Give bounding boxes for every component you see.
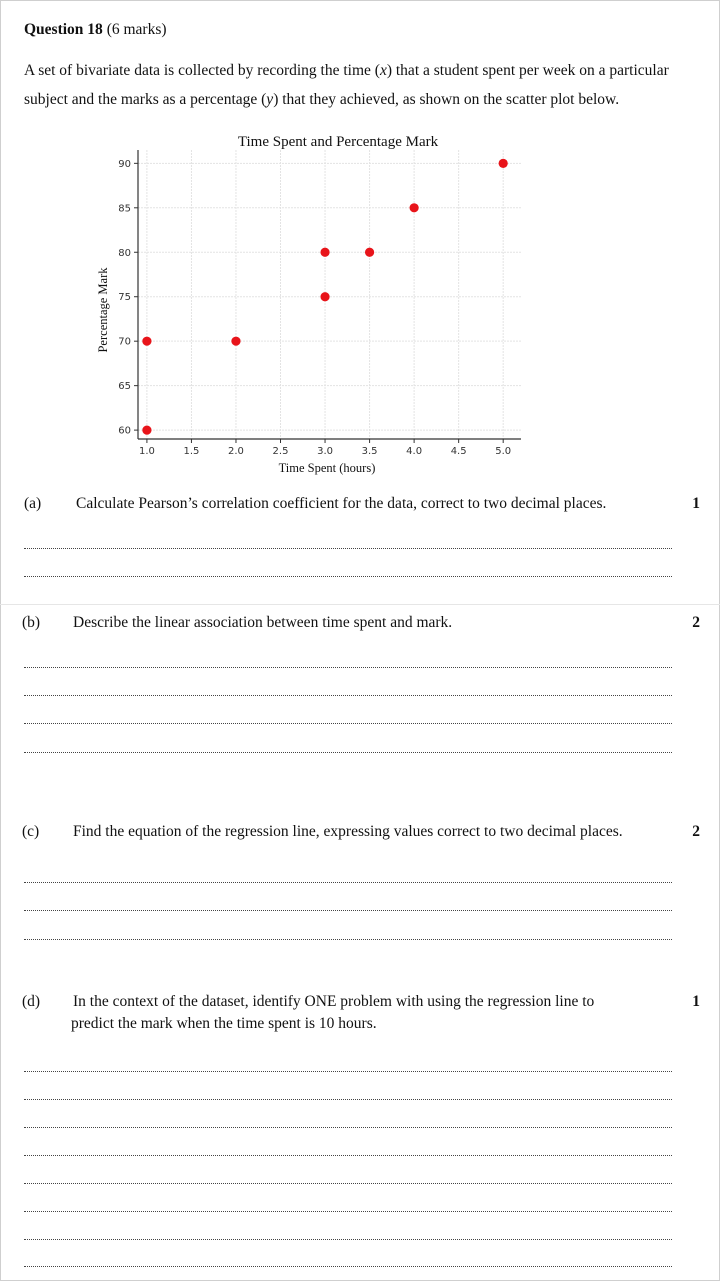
part-a-question: Calculate Pearson’s correlation coeffici… xyxy=(76,495,607,512)
x-tick-label: 4.0 xyxy=(406,446,422,457)
page-divider xyxy=(0,604,720,605)
part-a-label: (a) xyxy=(24,495,42,512)
answer-line[interactable] xyxy=(24,1127,672,1128)
part-a-marks: 1 xyxy=(692,495,700,512)
x-axis-label: Time Spent (hours) xyxy=(279,461,376,475)
part-c-marks: 2 xyxy=(692,823,700,840)
answer-line[interactable] xyxy=(24,1239,672,1240)
answer-line[interactable] xyxy=(24,882,672,883)
intro-text-3: ) that they achieved, as shown on the sc… xyxy=(273,91,620,108)
intro-var-x: x xyxy=(379,62,387,79)
data-point xyxy=(320,247,330,257)
answer-line[interactable] xyxy=(24,723,672,724)
y-tick-label: 65 xyxy=(118,381,131,392)
x-tick-labels: 1.0 1.5 2.0 2.5 3.0 3.5 4.0 4.5 5.0 xyxy=(139,446,511,457)
answer-line[interactable] xyxy=(24,1099,672,1100)
answer-line[interactable] xyxy=(24,1183,672,1184)
answer-line[interactable] xyxy=(24,1211,672,1212)
data-points xyxy=(142,158,508,435)
data-point xyxy=(320,292,330,302)
part-d-marks: 1 xyxy=(692,993,700,1010)
scatter-plot: Time Spent and Percentage Mark 1.0 1.5 2.0… xyxy=(96,134,521,475)
data-point xyxy=(364,247,375,257)
y-tick-label: 60 xyxy=(118,426,131,437)
question-number: Question 18 xyxy=(24,21,103,38)
part-d-label: (d) xyxy=(22,993,41,1010)
x-tick-label: 2.5 xyxy=(273,446,289,457)
chart-title: Time Spent and Percentage Mark xyxy=(238,134,439,150)
x-tick-label: 1.5 xyxy=(183,446,199,457)
answer-line[interactable] xyxy=(24,548,672,549)
chart-grid xyxy=(138,150,521,439)
intro-text-1: A set of bivariate data is collected by … xyxy=(24,62,380,79)
data-point xyxy=(409,203,419,213)
answer-line[interactable] xyxy=(24,1266,672,1267)
data-point xyxy=(142,425,152,435)
part-c-label: (c) xyxy=(22,823,40,840)
x-tick-label: 3.5 xyxy=(362,446,378,457)
part-d-question-cont: predict the mark when the time spent is … xyxy=(71,1015,377,1032)
question-heading: Question 18 (6 marks) xyxy=(24,21,167,39)
answer-line[interactable] xyxy=(24,695,672,696)
x-tick-label: 3.0 xyxy=(317,446,333,457)
question-intro: A set of bivariate data is collected by … xyxy=(24,56,704,114)
answer-line[interactable] xyxy=(24,576,672,577)
part-b-label: (b) xyxy=(22,614,41,631)
x-tick-label: 4.5 xyxy=(451,446,467,457)
y-tick-label: 90 xyxy=(118,159,131,170)
answer-line[interactable] xyxy=(24,1071,672,1072)
y-tick-label: 70 xyxy=(118,337,131,348)
answer-line[interactable] xyxy=(24,910,672,911)
x-tick-label: 2.0 xyxy=(228,446,244,457)
part-b-marks: 2 xyxy=(692,614,700,631)
y-tick-label: 85 xyxy=(118,203,131,214)
chart-axes xyxy=(134,150,521,443)
data-point xyxy=(142,336,152,346)
y-tick-label: 75 xyxy=(118,292,131,303)
x-tick-label: 5.0 xyxy=(495,446,511,457)
intro-text-2: ) that a student spent per week on a par… xyxy=(24,62,669,108)
answer-line[interactable] xyxy=(24,939,672,940)
y-tick-label: 80 xyxy=(118,248,131,259)
x-tick-label: 1.0 xyxy=(139,446,155,457)
question-marks: (6 marks) xyxy=(106,21,167,38)
y-tick-labels: 60 65 70 75 80 85 90 xyxy=(118,159,131,437)
intro-var-y: y xyxy=(266,91,274,108)
part-c-question: Find the equation of the regression line… xyxy=(73,823,623,840)
answer-line[interactable] xyxy=(24,752,672,753)
part-d-question: In the context of the dataset, identify … xyxy=(73,993,595,1010)
data-point xyxy=(498,158,508,168)
data-point xyxy=(231,336,241,346)
answer-line[interactable] xyxy=(24,1155,672,1156)
answer-line[interactable] xyxy=(24,667,672,668)
y-axis-label: Percentage Mark xyxy=(96,267,110,353)
part-b-question: Describe the linear association between … xyxy=(73,614,453,631)
